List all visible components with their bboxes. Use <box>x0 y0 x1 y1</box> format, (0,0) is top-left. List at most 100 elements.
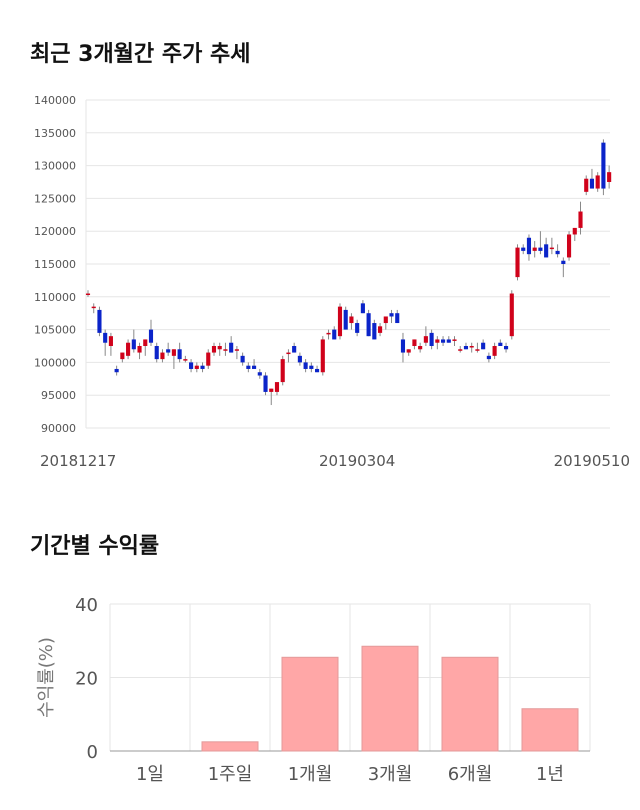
candle-body <box>429 332 434 346</box>
candle <box>435 336 440 350</box>
candle-body <box>578 211 583 228</box>
candle <box>607 165 612 189</box>
candle-body <box>280 359 285 383</box>
candle-body <box>589 178 595 189</box>
candle-body <box>423 336 428 343</box>
candle <box>131 329 136 353</box>
candle <box>343 306 348 330</box>
candle-body <box>584 178 589 192</box>
candle <box>303 359 308 373</box>
candle-body <box>607 172 612 182</box>
candle-body <box>475 349 480 351</box>
candle-body <box>131 339 136 350</box>
candle <box>532 241 537 258</box>
candle-body <box>303 362 308 369</box>
candle <box>263 372 268 396</box>
candle-body <box>315 368 320 373</box>
candle-body <box>503 346 509 350</box>
candle-body <box>372 323 377 340</box>
candle-body <box>292 346 297 353</box>
y-tick-label: 100000 <box>34 356 76 369</box>
candle-body <box>91 306 96 309</box>
candle <box>418 342 423 353</box>
candle-body <box>389 313 394 317</box>
candle-body <box>452 339 457 341</box>
candle-body <box>274 382 280 392</box>
candle-body <box>171 349 176 356</box>
candle <box>171 349 176 369</box>
candle-body <box>463 346 469 350</box>
y-tick-label: 130000 <box>34 160 76 173</box>
candle <box>589 168 595 189</box>
candle <box>280 355 285 386</box>
candle-body <box>561 260 566 264</box>
candle <box>297 352 302 366</box>
return-bar <box>361 645 419 752</box>
candle-body <box>97 309 102 333</box>
candle-body <box>446 339 451 343</box>
candle-body <box>263 375 268 392</box>
candle <box>578 201 583 235</box>
candle <box>229 336 234 353</box>
candle <box>103 329 108 356</box>
candle-body <box>126 342 131 356</box>
candle <box>114 365 119 376</box>
x-tick-label: 20190304 <box>319 452 395 470</box>
candle <box>349 313 354 330</box>
candle <box>252 359 257 369</box>
candle-body <box>234 349 239 351</box>
candle <box>486 352 491 363</box>
candle-body <box>406 349 411 353</box>
candle <box>166 342 171 356</box>
candle-body <box>120 352 125 360</box>
candle <box>400 332 406 363</box>
candle <box>389 309 394 324</box>
candle-body <box>355 323 360 333</box>
candle <box>177 342 182 363</box>
candle-body <box>143 339 148 346</box>
candle-body <box>532 247 537 251</box>
candle <box>595 172 600 192</box>
candle <box>503 342 509 353</box>
candle <box>561 257 566 278</box>
candle <box>91 303 96 314</box>
candle-body <box>257 372 262 376</box>
candle-body <box>246 365 251 369</box>
candle <box>137 342 142 360</box>
candle <box>326 329 331 340</box>
y-axis-label: 수익률(%) <box>36 637 57 718</box>
candle <box>240 352 245 366</box>
period-return-title: 기간별 수익률 <box>30 534 160 559</box>
candle <box>143 339 148 356</box>
candle-body <box>412 339 417 346</box>
candle-body <box>378 326 383 333</box>
x-tick-label: 1일 <box>136 764 164 785</box>
candle <box>360 300 365 314</box>
candle-body <box>114 368 119 373</box>
candle <box>200 362 205 373</box>
candle-body <box>137 346 142 353</box>
candle <box>246 362 251 373</box>
candle-body <box>240 355 245 363</box>
candle-body <box>383 316 388 324</box>
candle <box>332 326 337 340</box>
candle <box>126 339 131 360</box>
candle <box>481 339 486 350</box>
candle-body <box>166 349 171 353</box>
candle-body <box>544 244 549 258</box>
candle <box>154 342 159 363</box>
candle-body <box>269 388 274 392</box>
candle <box>423 326 428 346</box>
candle <box>492 342 497 360</box>
x-tick-label: 1년 <box>536 764 564 785</box>
candle <box>148 319 154 346</box>
candle-body <box>572 227 577 235</box>
candle <box>412 339 417 350</box>
candle-body <box>601 142 606 189</box>
candle <box>555 244 560 258</box>
candle-body <box>297 355 302 363</box>
candle <box>372 319 377 340</box>
y-tick-label: 0 <box>87 742 98 763</box>
candle-body <box>103 332 108 343</box>
candle <box>206 349 211 369</box>
